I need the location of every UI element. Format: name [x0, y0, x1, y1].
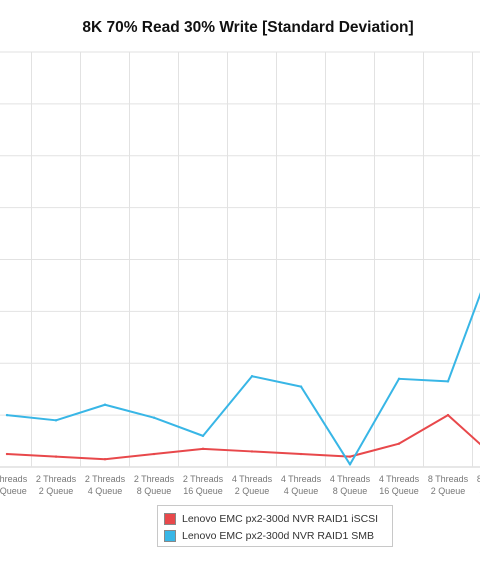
- x-tick-label: 8 Threads: [428, 474, 469, 484]
- data-point[interactable]: [348, 455, 352, 458]
- x-tick-label: 16 Queue: [0, 486, 27, 496]
- legend-swatch-iscsi: [164, 513, 176, 525]
- data-point[interactable]: [299, 452, 303, 456]
- series-layer: [5, 192, 480, 466]
- x-tick-label: 8 Queue: [333, 486, 368, 496]
- x-tick-label: 4 Threads: [330, 474, 371, 484]
- data-point[interactable]: [54, 455, 58, 458]
- x-tick-label: 16 Queue: [183, 486, 223, 496]
- data-point[interactable]: [250, 450, 254, 453]
- data-point[interactable]: [152, 416, 156, 419]
- series-line-1[interactable]: [6, 192, 480, 466]
- data-point[interactable]: [299, 385, 303, 388]
- x-tick-label: 4 Threads: [232, 474, 273, 484]
- legend: Lenovo EMC px2-300d NVR RAID1 iSCSI Leno…: [157, 505, 393, 547]
- data-point[interactable]: [250, 375, 254, 378]
- grid-layer: [0, 51, 480, 468]
- data-point[interactable]: [397, 377, 401, 381]
- data-point[interactable]: [152, 452, 156, 456]
- data-point[interactable]: [446, 380, 450, 383]
- legend-swatch-smb: [164, 530, 176, 542]
- data-point[interactable]: [201, 447, 205, 451]
- data-point[interactable]: [103, 458, 107, 461]
- data-point[interactable]: [446, 413, 450, 417]
- data-point[interactable]: [5, 452, 9, 456]
- chart-title: 8K 70% Read 30% Write [Standard Deviatio…: [82, 19, 414, 36]
- data-point[interactable]: [103, 403, 107, 406]
- legend-label-smb: Lenovo EMC px2-300d NVR RAID1 SMB: [182, 530, 374, 542]
- x-tick-label: 2 Queue: [39, 486, 74, 496]
- x-tick-label: 16 Queue: [379, 486, 419, 496]
- x-tick-label: 2 Threads: [36, 474, 77, 484]
- x-axis-labels: 1 Threads 16 Queue 2 Threads 2 Queue 2 Threa…: [0, 474, 480, 496]
- x-tick-label: 4 Queue: [284, 486, 319, 496]
- x-tick-label: 4 Threads: [379, 474, 420, 484]
- legend-item-smb[interactable]: Lenovo EMC px2-300d NVR RAID1 SMB: [164, 529, 374, 543]
- x-tick-label: 2 Queue: [235, 486, 270, 496]
- x-tick-label: 8 Threads: [477, 474, 480, 484]
- x-tick-label: 8 Queue: [137, 486, 172, 496]
- data-point[interactable]: [397, 442, 401, 445]
- data-point[interactable]: [348, 463, 352, 466]
- x-tick-label: 2 Threads: [85, 474, 126, 484]
- data-point[interactable]: [5, 413, 9, 417]
- x-tick-label: 4 Threads: [281, 474, 322, 484]
- x-tick-label: 2 Threads: [183, 474, 224, 484]
- legend-label-iscsi: Lenovo EMC px2-300d NVR RAID1 iSCSI: [182, 513, 379, 525]
- x-tick-label: 4 Queue: [88, 486, 123, 496]
- x-tick-label: 2 Queue: [431, 486, 466, 496]
- series-line-0[interactable]: [6, 384, 480, 461]
- legend-item-iscsi[interactable]: Lenovo EMC px2-300d NVR RAID1 iSCSI: [164, 512, 378, 526]
- x-tick-label: 2 Threads: [134, 474, 175, 484]
- data-point[interactable]: [54, 419, 58, 422]
- x-tick-label: 1 Threads: [0, 474, 28, 484]
- data-point[interactable]: [201, 434, 205, 438]
